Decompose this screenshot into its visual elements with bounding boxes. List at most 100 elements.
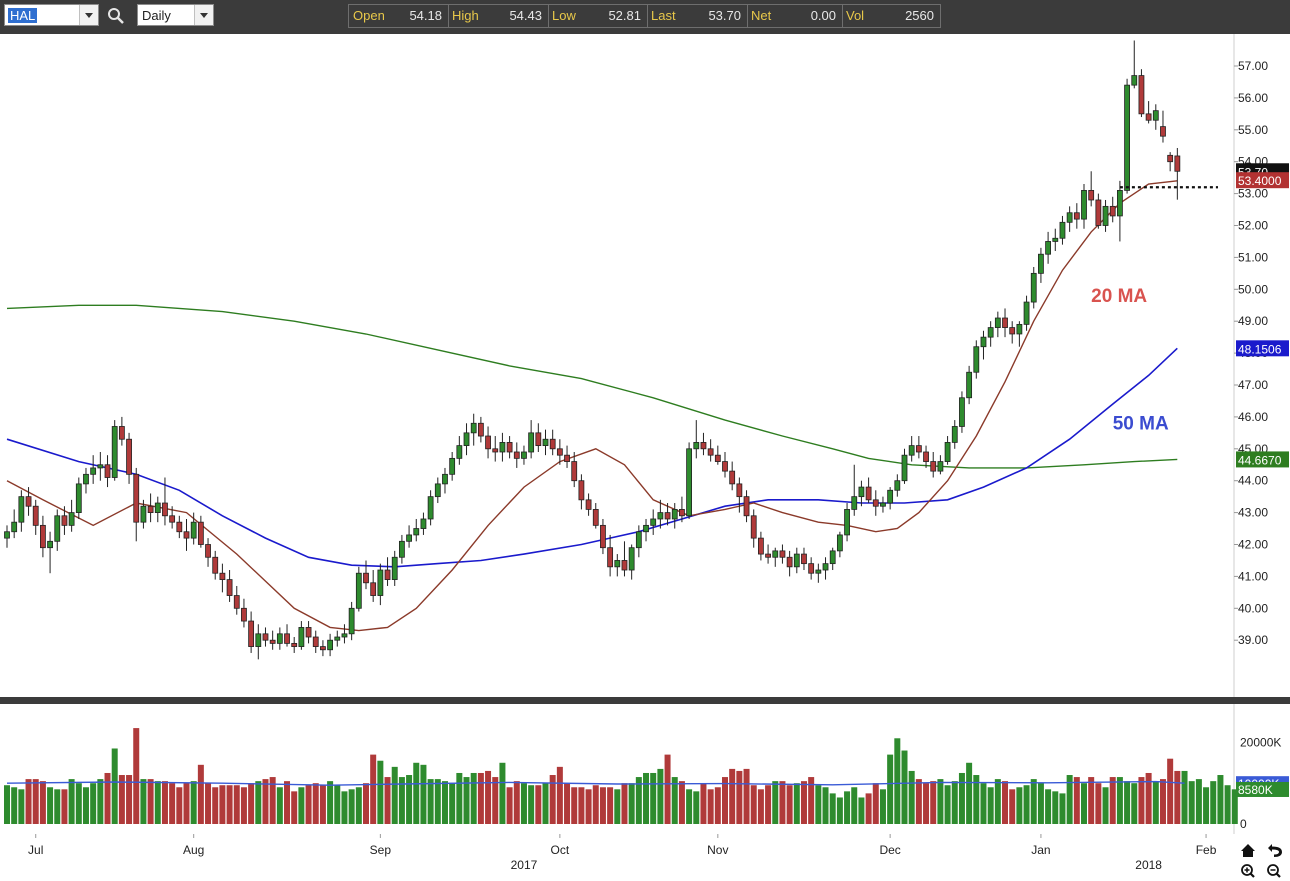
symbol-dropdown-arrow-icon[interactable]: [79, 5, 98, 25]
candle-body: [118, 426, 125, 440]
candle-body: [334, 636, 341, 641]
candle: [872, 490, 879, 516]
candle: [219, 563, 226, 593]
candle: [492, 436, 499, 462]
volume-bar: [226, 785, 233, 824]
volume-bar: [1052, 791, 1059, 824]
volume-bar: [822, 787, 829, 824]
candle-body: [25, 496, 32, 507]
volume-bar: [1066, 775, 1073, 824]
zoom-out-icon[interactable]: [1267, 864, 1281, 878]
ma20-line: [6, 180, 1178, 632]
price-chart[interactable]: 57.0056.0055.0054.0053.0052.0051.0050.00…: [0, 34, 1290, 697]
volume-bar: [312, 783, 319, 824]
volume-chart[interactable]: 20000K010000K8580K: [0, 704, 1290, 834]
volume-bar: [923, 783, 930, 824]
candle-body: [291, 642, 298, 647]
volume-bar: [4, 785, 10, 824]
candle: [83, 467, 89, 494]
candle: [197, 515, 204, 548]
volume-bar: [1030, 779, 1037, 824]
volume-bar: [800, 781, 807, 824]
candle: [908, 436, 915, 462]
candle-body: [11, 521, 18, 533]
volume-bar: [1138, 777, 1145, 824]
candle: [341, 624, 348, 644]
volume-bar: [434, 779, 441, 824]
candle: [25, 487, 32, 516]
candle: [61, 506, 68, 535]
candle-body: [743, 496, 750, 517]
candle: [269, 630, 276, 650]
volume-bar: [262, 779, 269, 824]
volume-bar: [1081, 783, 1087, 824]
candle-body: [1016, 323, 1023, 335]
candle-body: [851, 496, 858, 510]
interval-combo[interactable]: Daily: [137, 4, 214, 26]
candle-body: [241, 607, 247, 622]
candle-body: [1030, 272, 1037, 303]
interval-value[interactable]: Daily: [142, 8, 171, 23]
candle-body: [133, 473, 140, 523]
price-tick-label: 49.00: [1238, 314, 1268, 328]
candle: [836, 531, 843, 558]
volume-bar: [154, 781, 161, 824]
candle-body: [1081, 190, 1087, 220]
candle: [1174, 147, 1181, 200]
candle: [312, 630, 319, 653]
zoom-in-icon[interactable]: [1241, 864, 1255, 878]
candle: [600, 518, 606, 555]
price-badge-bg: [1236, 451, 1289, 468]
candle-body: [901, 454, 908, 482]
search-icon[interactable]: [107, 7, 125, 25]
symbol-combo[interactable]: HAL: [4, 4, 99, 26]
candle: [355, 566, 362, 612]
pane-divider[interactable]: [0, 697, 1290, 704]
candle: [994, 311, 1001, 338]
volume-bar: [621, 783, 628, 824]
candle: [851, 464, 858, 516]
price-tick-label: 47.00: [1238, 378, 1268, 392]
candle-body: [485, 435, 491, 450]
volume-bar: [75, 783, 82, 824]
volume-bar: [1145, 772, 1152, 824]
candle: [456, 436, 463, 465]
volume-bar: [628, 783, 635, 824]
candle: [205, 538, 211, 567]
candle: [97, 451, 104, 481]
volume-bar: [477, 772, 484, 824]
candle: [233, 585, 240, 615]
volume-bar: [836, 797, 843, 824]
volume-bar: [901, 750, 908, 824]
candle-body: [679, 509, 685, 517]
symbol-input[interactable]: HAL: [8, 8, 38, 23]
candle-body: [68, 512, 75, 526]
candle: [212, 550, 219, 580]
volume-bar: [1009, 789, 1016, 824]
candle: [47, 531, 53, 574]
candle: [966, 365, 973, 405]
volume-bar: [607, 787, 614, 824]
volume-bar: [686, 789, 693, 824]
quote-volume: Vol 2560: [846, 8, 934, 23]
undo-icon[interactable]: [1268, 844, 1282, 857]
candle-body: [959, 397, 965, 427]
candle-body: [987, 327, 994, 338]
volume-bar: [183, 783, 190, 824]
candle: [40, 515, 46, 558]
candle-body: [1052, 237, 1059, 242]
candle-body: [887, 489, 894, 504]
volume-bar: [944, 785, 951, 824]
home-icon[interactable]: [1241, 844, 1255, 857]
candle: [284, 624, 290, 647]
candle-body: [549, 438, 556, 450]
candle: [707, 439, 714, 462]
candle: [11, 509, 18, 539]
interval-dropdown-arrow-icon[interactable]: [194, 5, 213, 25]
candle: [693, 420, 700, 459]
candle-body: [765, 553, 771, 558]
volume-bar: [54, 789, 61, 824]
price-badge: 53.4000: [1236, 172, 1289, 189]
candle-body: [908, 445, 915, 456]
candle-body: [492, 448, 499, 453]
